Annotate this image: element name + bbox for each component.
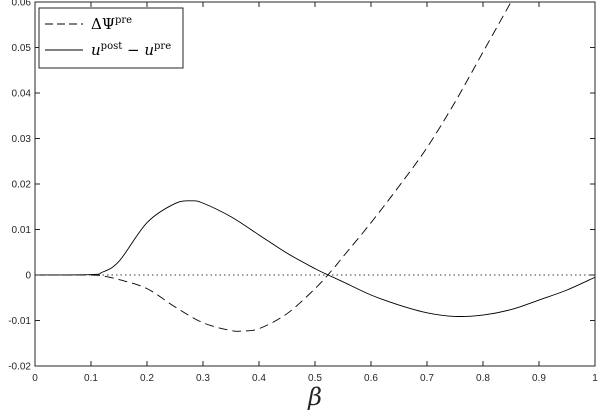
legend: ΔΨpre upost − upre [38, 7, 184, 69]
series-layer [35, 2, 595, 332]
y-tick-label: 0.02 [12, 180, 32, 191]
x-tick-label: 0.1 [84, 373, 98, 384]
y-tick-label: 0 [25, 271, 31, 282]
x-tick-label: 0.7 [420, 373, 434, 384]
x-tick-label: 0.6 [364, 373, 378, 384]
legend-label-u-post-minus-u-pre: upost − upre [91, 41, 171, 59]
y-tick-label: 0.06 [12, 0, 32, 9]
legend-box [38, 7, 184, 69]
x-tick-label: 1 [592, 373, 598, 384]
x-tick-label: 0.2 [140, 373, 154, 384]
x-tick-label: 0.4 [252, 373, 266, 384]
y-tick-label: 0.04 [12, 89, 32, 100]
y-tick-label: 0.05 [12, 43, 32, 54]
y-tick-label: 0.01 [12, 225, 32, 236]
y-tick-label: -0.01 [8, 316, 31, 327]
series-delta-psi-pre [35, 2, 512, 332]
x-tick-label: 0.3 [196, 373, 210, 384]
x-tick-label: 0 [32, 373, 38, 384]
legend-label-delta-psi-pre: ΔΨpre [91, 15, 132, 33]
series-u-post-minus-u-pre [35, 200, 595, 317]
x-axis-label: β [307, 383, 322, 411]
y-tick-label: 0.03 [12, 134, 32, 145]
y-tick-label: -0.02 [8, 362, 31, 373]
ticks-layer: 0 0.1 0.2 0.3 0.4 0.5 0.6 0.7 0.8 0.9 1 -0.02 -0.01 0… [8, 0, 598, 384]
x-tick-label: 0.9 [532, 373, 546, 384]
x-tick-label: 0.8 [476, 373, 490, 384]
x-tick-label: 0.5 [308, 373, 322, 384]
